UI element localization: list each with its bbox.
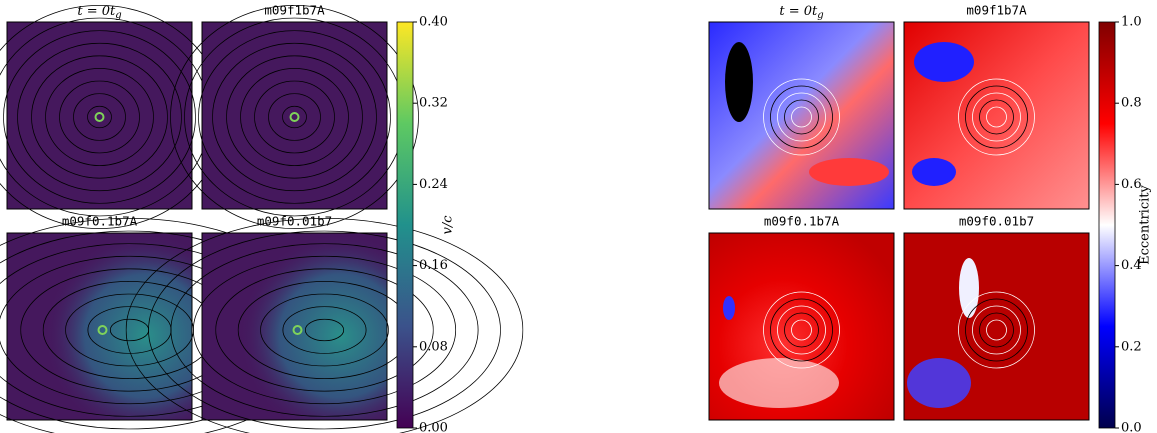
colorbar-tick-label: 0.8: [1121, 96, 1142, 111]
colorbar-tick-label: 0.2: [1121, 339, 1142, 354]
colorbar-tick-label: 0.08: [419, 339, 448, 354]
blob: [809, 158, 889, 186]
colorbar-tick-label: 1.0: [1121, 15, 1142, 30]
colorbar-tick-label: 0.0: [1121, 421, 1142, 433]
colorbar: [1099, 22, 1115, 428]
panel-title-subscript: g: [115, 10, 121, 21]
panel-title: m09f0.01b7: [959, 214, 1034, 229]
panel-title: m09f0.1b7A: [764, 214, 840, 229]
panel-title-text: t = 0t: [779, 4, 818, 19]
panel-title: m09f0.1b7A: [62, 214, 138, 229]
colorbar-label: Eccentricity: [1138, 184, 1153, 264]
panel-title: m09f0.01b7: [257, 214, 332, 229]
colorbar-tick-label: 0.32: [419, 96, 448, 111]
colorbar-tick-label: 0.16: [419, 258, 448, 273]
figure: t = 0tgm09f1b7Am09f0.1b7Am09f0.01b70.000…: [0, 0, 1157, 433]
panel-title-text: t = 0t: [77, 4, 116, 19]
colorbar-label: v/c: [441, 215, 456, 235]
panel-title: m09f1b7A: [966, 3, 1027, 18]
colorbar: [397, 22, 413, 428]
panel-title: m09f1b7A: [264, 3, 325, 18]
blob: [914, 42, 974, 82]
panel-title-subscript: g: [817, 10, 823, 21]
blob: [907, 358, 971, 408]
colorbar-tick-label: 0.40: [419, 15, 448, 30]
blob: [959, 258, 979, 318]
colorbar-tick-label: 0.00: [419, 421, 448, 433]
colorbar-tick-label: 0.24: [419, 177, 448, 192]
blob: [723, 296, 735, 320]
blob: [725, 42, 753, 122]
blob: [912, 158, 956, 186]
blob: [719, 358, 839, 408]
panel-title: t = 0tg: [77, 4, 121, 21]
panel-title: t = 0tg: [779, 4, 823, 21]
page: t = 0tgm09f1b7Am09f0.1b7Am09f0.01b70.000…: [0, 0, 1157, 433]
